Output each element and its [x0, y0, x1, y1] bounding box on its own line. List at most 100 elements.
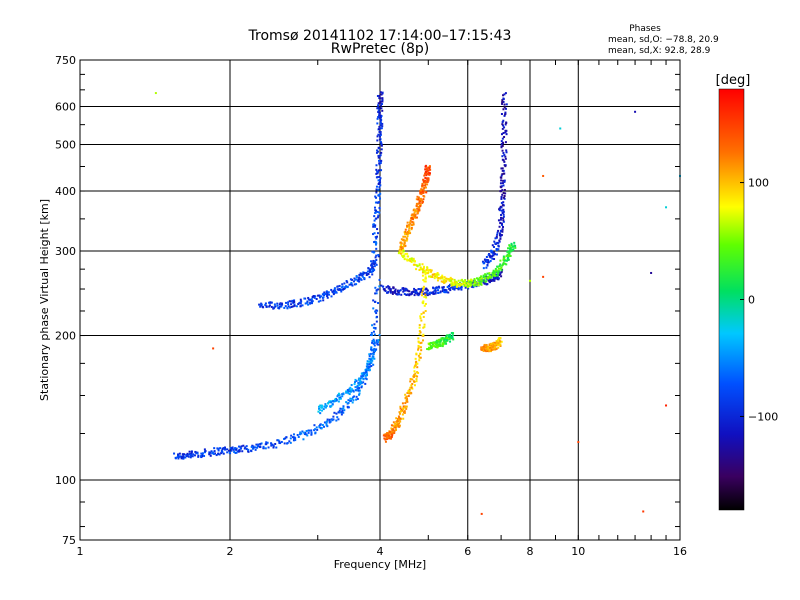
data-point [505, 263, 508, 266]
data-point [503, 160, 506, 163]
data-point [361, 272, 364, 275]
data-point [387, 432, 390, 435]
data-point [359, 273, 362, 276]
data-point [494, 346, 497, 349]
data-point [353, 381, 356, 384]
data-point [380, 144, 383, 147]
data-point [399, 405, 402, 408]
data-point [498, 240, 501, 243]
data-point [489, 275, 492, 278]
data-point [436, 343, 439, 346]
data-point [414, 216, 417, 219]
data-point [577, 441, 580, 444]
data-point [390, 427, 393, 430]
data-point [292, 305, 295, 308]
data-point [356, 397, 359, 400]
data-point [399, 289, 402, 292]
data-point [370, 347, 373, 350]
data-point [502, 159, 505, 162]
data-point [454, 282, 457, 285]
data-point [413, 375, 416, 378]
data-point [441, 274, 444, 277]
data-point [379, 140, 382, 143]
data-point [378, 111, 381, 114]
data-point [490, 343, 493, 346]
data-point [420, 341, 423, 344]
data-point [178, 455, 181, 458]
data-point [403, 242, 406, 245]
data-point [351, 284, 354, 287]
data-point [385, 436, 388, 439]
data-point [417, 347, 420, 350]
data-point [410, 260, 413, 263]
data-point [504, 129, 507, 132]
data-point [510, 248, 513, 251]
data-point [452, 338, 455, 341]
data-point [370, 365, 373, 368]
data-point [404, 252, 407, 255]
data-point [379, 120, 382, 123]
data-point [310, 432, 313, 435]
data-point [305, 429, 308, 432]
data-point [378, 334, 381, 337]
data-point [278, 303, 281, 306]
data-point [464, 284, 467, 287]
data-point [401, 408, 404, 411]
data-point [482, 345, 485, 348]
data-point [489, 276, 492, 279]
data-point [485, 258, 488, 261]
data-point [258, 303, 261, 306]
data-point [409, 293, 412, 296]
data-point [412, 290, 415, 293]
data-point [466, 286, 469, 289]
data-point [450, 337, 453, 340]
data-point [466, 281, 469, 284]
data-point [358, 389, 361, 392]
data-point [397, 424, 400, 427]
data-point [499, 337, 502, 340]
data-point [413, 287, 416, 290]
data-point [457, 279, 460, 282]
data-point [509, 247, 512, 250]
data-point [301, 430, 304, 433]
data-point [503, 103, 506, 106]
data-point [499, 344, 502, 347]
data-point [492, 251, 495, 254]
data-point [374, 241, 377, 244]
data-point [427, 166, 430, 169]
data-point [278, 440, 281, 443]
data-point [396, 293, 399, 296]
data-point [419, 331, 422, 334]
data-point [333, 289, 336, 292]
data-point [390, 430, 393, 433]
data-point [502, 124, 505, 127]
data-point [421, 291, 424, 294]
data-point [424, 183, 427, 186]
data-point [501, 149, 504, 152]
data-point [283, 306, 286, 309]
data-point [339, 396, 342, 399]
data-point [502, 219, 505, 222]
data-point [180, 457, 183, 460]
data-point [367, 368, 370, 371]
data-point [319, 299, 322, 302]
data-point [501, 173, 504, 176]
data-point [421, 288, 424, 291]
data-point [403, 289, 406, 292]
data-point [375, 263, 378, 266]
data-point [316, 428, 319, 431]
data-point [309, 302, 312, 305]
data-point [185, 454, 188, 457]
data-point [458, 287, 461, 290]
data-point [374, 350, 377, 353]
data-point [302, 438, 305, 441]
data-point [497, 229, 500, 232]
data-point [226, 448, 229, 451]
data-point [420, 313, 423, 316]
data-point [479, 279, 482, 282]
data-point [497, 338, 500, 341]
data-point [402, 254, 405, 257]
data-point [365, 368, 368, 371]
data-point [419, 191, 422, 194]
data-point [378, 186, 381, 189]
